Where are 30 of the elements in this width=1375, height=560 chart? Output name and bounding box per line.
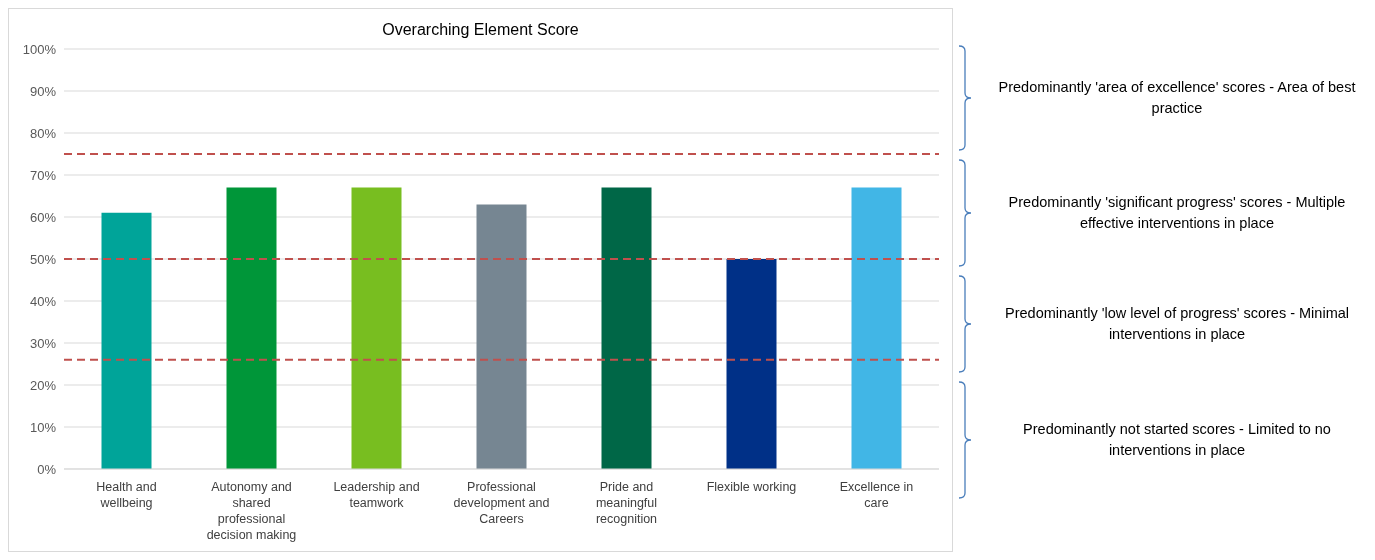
- text: Predominantly 'low level of progress' scores - Minimal interventions in place: [1004, 304, 1350, 344]
- x-tick-label: Professional development and Careers: [453, 480, 550, 526]
- y-tick-label: 100%: [22, 41, 57, 57]
- y-tick-label: 90%: [29, 83, 57, 99]
- y-tick-label: 10%: [29, 419, 57, 435]
- y-tick-label: 20%: [29, 377, 57, 393]
- bar: [601, 187, 652, 469]
- y-tick-label: 40%: [29, 293, 57, 309]
- text: Predominantly 'area of excellence' scores - Area of best practice: [997, 78, 1357, 118]
- y-tick-label: 0%: [37, 461, 57, 477]
- x-tick-label: Flexible working: [706, 480, 797, 494]
- x-tick-label: Autonomy and shared professional decision making: [206, 480, 297, 542]
- x-tick-label: Pride and meaningful recognition: [595, 480, 658, 526]
- x-tick-label: Excellence in care: [839, 480, 914, 510]
- bar: [226, 187, 277, 469]
- chart-title: Overarching Element Score: [381, 21, 580, 39]
- bar: [101, 212, 152, 469]
- bar: [851, 187, 902, 469]
- text: Predominantly not started scores - Limited to no interventions in place: [1022, 420, 1332, 460]
- x-tick-label: Leadership and teamwork: [333, 480, 420, 510]
- bar: [476, 204, 527, 469]
- y-tick-label: 80%: [29, 125, 57, 141]
- bar: [351, 187, 402, 469]
- y-tick-label: 50%: [29, 251, 57, 267]
- x-tick-label: Health and wellbeing: [96, 480, 157, 510]
- y-tick-label: 30%: [29, 335, 57, 351]
- y-tick-label: 70%: [29, 167, 57, 183]
- bar: [726, 259, 777, 469]
- y-tick-label: 60%: [29, 209, 57, 225]
- text: Predominantly 'significant progress' scores - Multiple effective interventions in place: [1007, 193, 1347, 233]
